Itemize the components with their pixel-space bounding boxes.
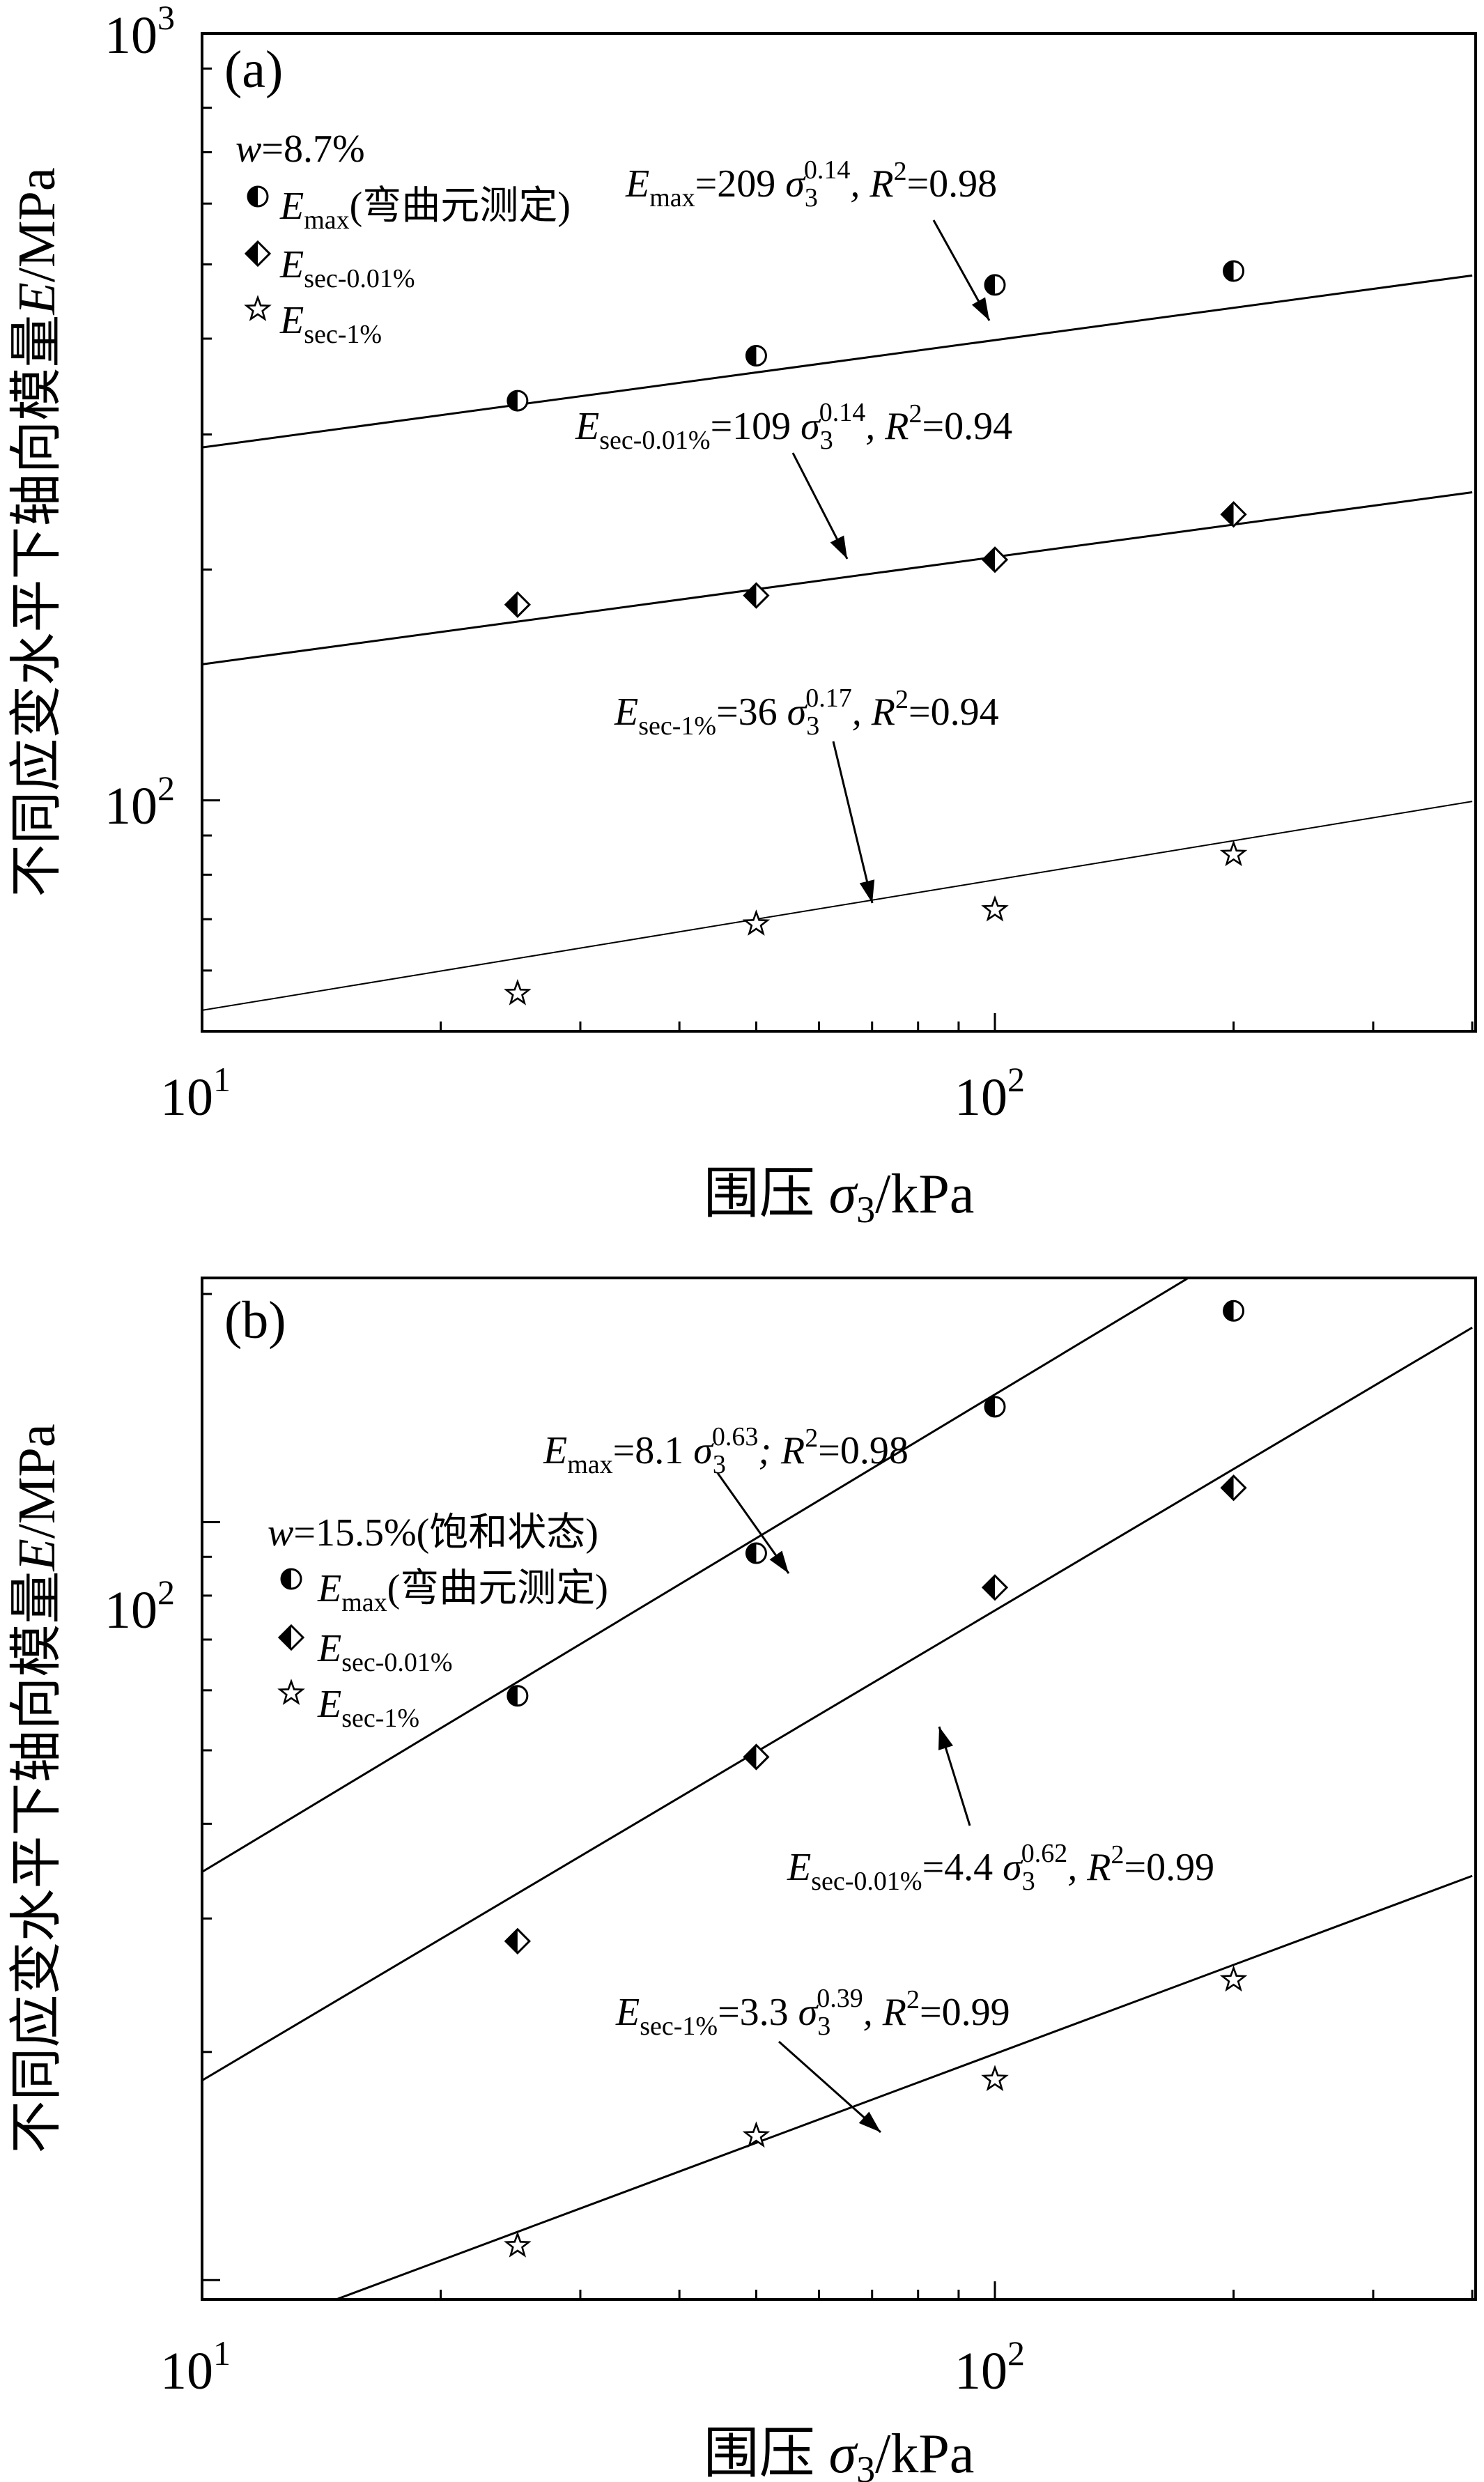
data-point-half-circle-fill — [985, 1396, 995, 1417]
data-markers — [504, 260, 1248, 1005]
arrow-head — [858, 2111, 881, 2132]
axis-ticks — [201, 32, 1474, 1033]
y-axis-label: 不同应变水平下轴向模量E/MPa — [8, 1424, 66, 2153]
data-point-star — [504, 2231, 532, 2258]
x-tick-label: 101 — [160, 2334, 231, 2400]
fit-line — [333, 1874, 1473, 2299]
legend-marker-half-diamond-fill — [246, 242, 258, 265]
legend: w=8.7% Emax(弯曲元测定) Esec-0.01% Esec-1% — [235, 128, 571, 349]
legend-entry: Esec-0.01% — [279, 243, 415, 293]
panel-b: (b) 101 102 102 围压 σ3/kPa 不同应变水平下轴向模量E/M… — [8, 1277, 1477, 2482]
legend-entry: Esec-0.01% — [317, 1627, 453, 1677]
fit-line — [202, 1278, 1191, 1873]
axis-ticks — [201, 1293, 1474, 2299]
data-point-star — [742, 2121, 771, 2148]
data-point-half-diamond-fill — [505, 592, 518, 617]
fit-line — [202, 491, 1473, 665]
fit-equation: Esec-1%=3.3 σ30.39, R2=0.99 — [615, 1984, 1010, 2041]
legend-entry: Emax(弯曲元测定) — [279, 185, 571, 235]
legend-marker-star — [244, 295, 272, 321]
data-point-half-circle-fill — [746, 346, 757, 366]
fit-line — [202, 801, 1473, 1011]
arrow-head — [830, 535, 847, 559]
legend-marker-half-diamond-fill — [279, 1626, 291, 1649]
annotation-arrows — [716, 1472, 971, 2134]
panel-label: (a) — [224, 40, 283, 99]
data-point-star — [1219, 1965, 1248, 1992]
arrow-line — [778, 2040, 881, 2134]
data-point-half-circle-fill — [1223, 261, 1234, 281]
plot-frame — [201, 1277, 1477, 2301]
data-point-star — [504, 978, 532, 1005]
data-point-half-circle-fill — [985, 275, 995, 295]
x-tick-label: 101 — [160, 1060, 231, 1127]
arrow-head — [938, 1727, 953, 1750]
legend-marker-half-circle-fill — [248, 187, 258, 206]
data-point-star — [981, 895, 1009, 922]
data-point-half-circle-fill — [507, 1686, 518, 1706]
x-axis-label: 围压 σ3/kPa — [704, 2423, 975, 2482]
fit-equation: Esec-0.01%=4.4 σ30.62, R2=0.99 — [787, 1839, 1214, 1896]
plot-frame — [201, 32, 1477, 1033]
legend-title: w=8.7% — [235, 128, 365, 171]
data-point-half-diamond-fill — [983, 1575, 995, 1600]
fit-line — [202, 274, 1473, 449]
legend: w=15.5%(饱和状态) Emax(弯曲元测定) Esec-0.01% Ese… — [268, 1511, 608, 1733]
data-point-half-diamond-fill — [505, 1929, 518, 1953]
legend-entry: Esec-1% — [317, 1683, 419, 1733]
legend-marker-half-circle-fill — [281, 1569, 291, 1589]
fit-equation: Esec-1%=36 σ30.17, R2=0.94 — [614, 684, 999, 741]
x-tick-label: 102 — [954, 2334, 1025, 2400]
fit-equation: Emax=209 σ30.14, R2=0.98 — [625, 155, 997, 213]
fit-lines — [202, 1278, 1473, 2299]
fit-equation: Emax=8.1 σ30.63; R2=0.98 — [543, 1422, 909, 1479]
fit-lines — [202, 274, 1473, 1011]
data-point-star — [742, 909, 771, 936]
annotation-arrows — [791, 219, 991, 904]
y-tick-label: 103 — [105, 0, 175, 65]
panel-a: (a) 101 102 103 102 围压 σ3/kPa 不同应变水平下轴向模… — [8, 0, 1477, 1231]
arrow-head — [971, 297, 989, 321]
arrow-head — [859, 879, 875, 903]
data-point-half-circle-fill — [746, 1543, 757, 1564]
legend-entry: Emax(弯曲元测定) — [317, 1567, 608, 1617]
arrow-line — [832, 741, 874, 904]
y-axis-label: 不同应变水平下轴向模量E/MPa — [8, 167, 66, 897]
data-markers — [504, 1300, 1248, 2258]
x-tick-label: 102 — [954, 1060, 1025, 1127]
legend-title: w=15.5%(饱和状态) — [268, 1511, 598, 1555]
data-point-half-diamond-fill — [1221, 1476, 1234, 1500]
data-point-half-diamond-fill — [1221, 502, 1234, 527]
data-point-half-diamond-fill — [744, 1745, 757, 1769]
x-axis-label: 围压 σ3/kPa — [704, 1164, 975, 1231]
arrow-head — [769, 1550, 789, 1573]
data-point-half-diamond-fill — [983, 548, 995, 572]
fit-line — [202, 1326, 1473, 2081]
data-point-star — [981, 2065, 1009, 2092]
legend-marker-star — [277, 1679, 305, 1705]
panel-label: (b) — [224, 1291, 286, 1350]
legend-markers — [277, 1568, 305, 1705]
data-point-half-diamond-fill — [744, 583, 757, 608]
y-tick-label: 102 — [105, 769, 175, 835]
data-point-star — [1219, 840, 1248, 867]
data-point-half-circle-fill — [1223, 1301, 1234, 1321]
data-point-half-circle-fill — [507, 391, 518, 411]
y-tick-label: 102 — [105, 1573, 175, 1640]
legend-entry: Esec-1% — [279, 299, 382, 349]
legend-markers — [244, 185, 272, 321]
fit-equation: Esec-0.01%=109 σ30.14, R2=0.94 — [575, 398, 1012, 455]
